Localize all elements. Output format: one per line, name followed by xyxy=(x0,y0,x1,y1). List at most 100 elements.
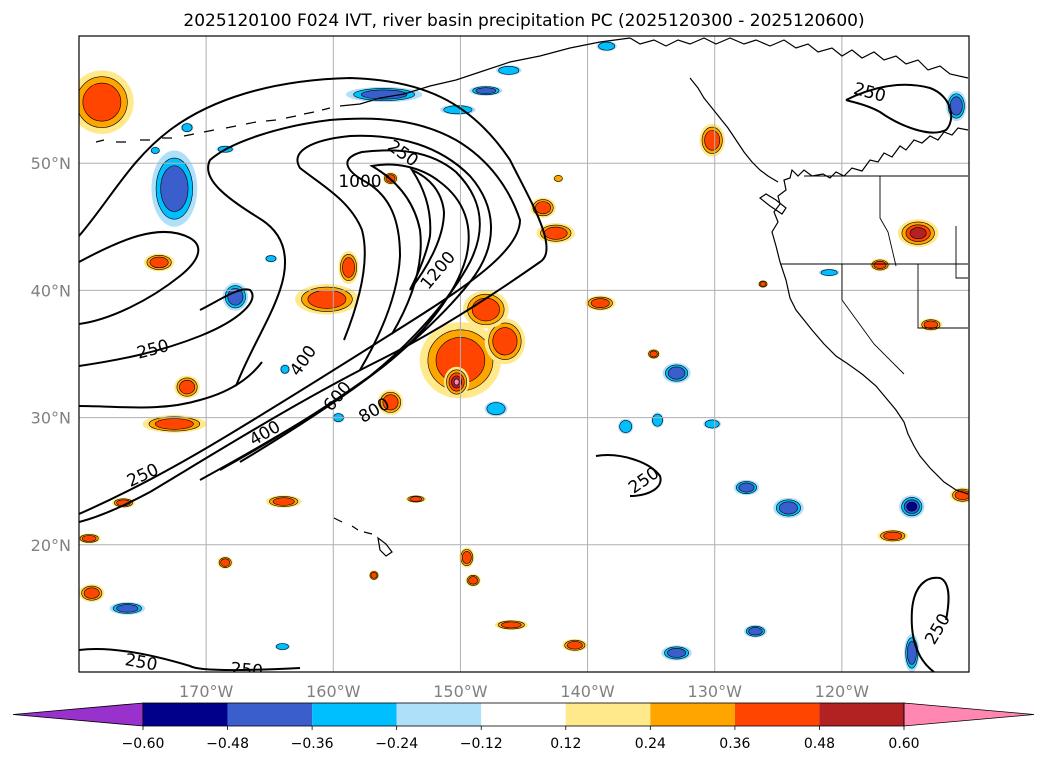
x-tick-label-170w: 170°W xyxy=(179,682,234,701)
ivt-contour-250-ne-loop xyxy=(845,83,953,134)
precip-pc-shading xyxy=(79,41,969,672)
colorbar-segment-3 xyxy=(396,703,482,726)
hawaii-islands xyxy=(333,517,393,557)
precip-band-2-2 xyxy=(471,297,500,322)
precip-band-59-1 xyxy=(498,65,520,75)
ivt-contours xyxy=(79,76,953,672)
precip-band-11-2 xyxy=(149,256,169,269)
y-tick-label-30n: 30°N xyxy=(31,409,71,428)
ivt-contour-1200 xyxy=(409,167,446,291)
colorbar-segment-2 xyxy=(312,703,397,726)
map-gridlines xyxy=(79,36,969,672)
precip-patch-37 xyxy=(596,41,617,52)
north-america-coastline xyxy=(771,127,969,495)
precip-patch-46 xyxy=(109,602,146,615)
precip-band-54-1 xyxy=(150,147,160,154)
precip-band-35-2 xyxy=(360,89,408,100)
precip-band-40-2 xyxy=(779,501,798,515)
precip-patch-35 xyxy=(346,86,423,103)
precip-band-52-1 xyxy=(280,364,290,374)
colorbar-frame xyxy=(142,702,905,727)
vancouver-island xyxy=(758,193,787,215)
precip-band-62-1 xyxy=(553,175,563,182)
precip-band-58-1 xyxy=(276,643,289,650)
colorbar-segment-0 xyxy=(143,703,228,726)
precip-patch-23 xyxy=(494,619,528,631)
x-tick-label-120w: 120°W xyxy=(815,682,870,701)
colorbar-tick-label-9: 0.60 xyxy=(888,736,919,752)
colorbar-tick-label-1: −0.48 xyxy=(206,736,249,752)
colorbar-tick-label-8: 0.48 xyxy=(804,736,835,752)
colorbar-tick-label-7: 0.36 xyxy=(719,736,750,752)
contour-label-11: 250 xyxy=(123,650,158,675)
precip-patch-26 xyxy=(949,487,969,503)
ivt-contour-250-main xyxy=(79,76,548,523)
precip-band-60-1 xyxy=(820,269,838,276)
precip-patch-7 xyxy=(151,150,198,227)
aleutian-islands xyxy=(95,107,331,143)
precip-band-9-2 xyxy=(154,418,194,430)
precip-patch-17 xyxy=(869,258,891,272)
precip-band-15-2 xyxy=(704,130,721,151)
alaska-coastline xyxy=(629,37,969,79)
precip-patch-15 xyxy=(699,123,725,157)
x-tick-label-150w: 150°W xyxy=(433,682,488,701)
precip-patch-45 xyxy=(743,624,767,638)
precip-patch-48 xyxy=(618,418,634,435)
precip-band-10-2 xyxy=(179,379,195,395)
precip-patch-58 xyxy=(274,642,291,651)
colorbar-tick-label-3: −0.24 xyxy=(375,736,418,752)
x-axis-ticks: 170°W 160°W 150°W 140°W 130°W 120°W xyxy=(179,682,869,701)
precip-patch-8 xyxy=(222,282,249,311)
precip-patch-18 xyxy=(919,318,943,332)
precip-band-49-1 xyxy=(652,413,663,427)
colorbar-tick-label-0: −0.60 xyxy=(122,736,165,752)
precip-band-31-2 xyxy=(409,496,423,502)
precip-band-37-1 xyxy=(598,41,616,51)
precip-band-43-2 xyxy=(906,641,917,665)
colorbar-segment-7 xyxy=(734,703,820,726)
precip-patch-31 xyxy=(405,495,427,503)
precip-patch-55 xyxy=(180,122,194,133)
precip-band-12-2 xyxy=(544,226,568,240)
precip-band-6-2 xyxy=(82,82,122,122)
colorbar-tick-label-6: 0.24 xyxy=(635,736,666,752)
precip-band-45-2 xyxy=(748,627,763,636)
precip-patch-49 xyxy=(651,412,664,428)
contour-label-12: 250 xyxy=(230,659,264,682)
contour-label-1: 1000 xyxy=(338,172,381,192)
precip-patch-9 xyxy=(142,415,207,433)
colorbar-segment-8 xyxy=(819,703,904,726)
colorbar-segment-6 xyxy=(650,703,735,726)
precip-band-42-3 xyxy=(906,501,918,512)
us-state-borders xyxy=(780,176,968,375)
x-tick-label-140w: 140°W xyxy=(560,682,615,701)
precip-patch-52 xyxy=(279,364,291,375)
x-tick-label-160w: 160°W xyxy=(306,682,361,701)
precip-patch-43 xyxy=(904,633,920,672)
precip-patch-14 xyxy=(585,295,616,311)
precip-patch-6 xyxy=(79,70,134,134)
precip-band-41-2 xyxy=(738,482,755,493)
precip-patch-24 xyxy=(562,638,588,652)
precip-patch-63 xyxy=(757,280,769,288)
ivt-contour-250-west-lower xyxy=(79,288,254,367)
coastlines-and-borders xyxy=(95,37,969,557)
precip-patch-3 xyxy=(443,366,470,398)
precip-patch-36 xyxy=(469,85,503,96)
precip-patch-5 xyxy=(338,250,359,285)
precip-band-16-3 xyxy=(909,227,927,240)
precip-band-36-2 xyxy=(475,87,497,95)
precip-patch-19 xyxy=(377,389,404,416)
precip-patch-42 xyxy=(899,495,925,519)
precip-band-5-2 xyxy=(342,257,355,278)
precip-patch-29 xyxy=(112,497,135,508)
precip-band-19-2 xyxy=(382,394,399,411)
precip-patch-51 xyxy=(264,254,278,263)
precip-band-48-1 xyxy=(619,420,633,433)
precip-patch-60 xyxy=(818,268,840,277)
precip-patch-28 xyxy=(79,533,101,544)
precip-patch-40 xyxy=(773,497,804,519)
